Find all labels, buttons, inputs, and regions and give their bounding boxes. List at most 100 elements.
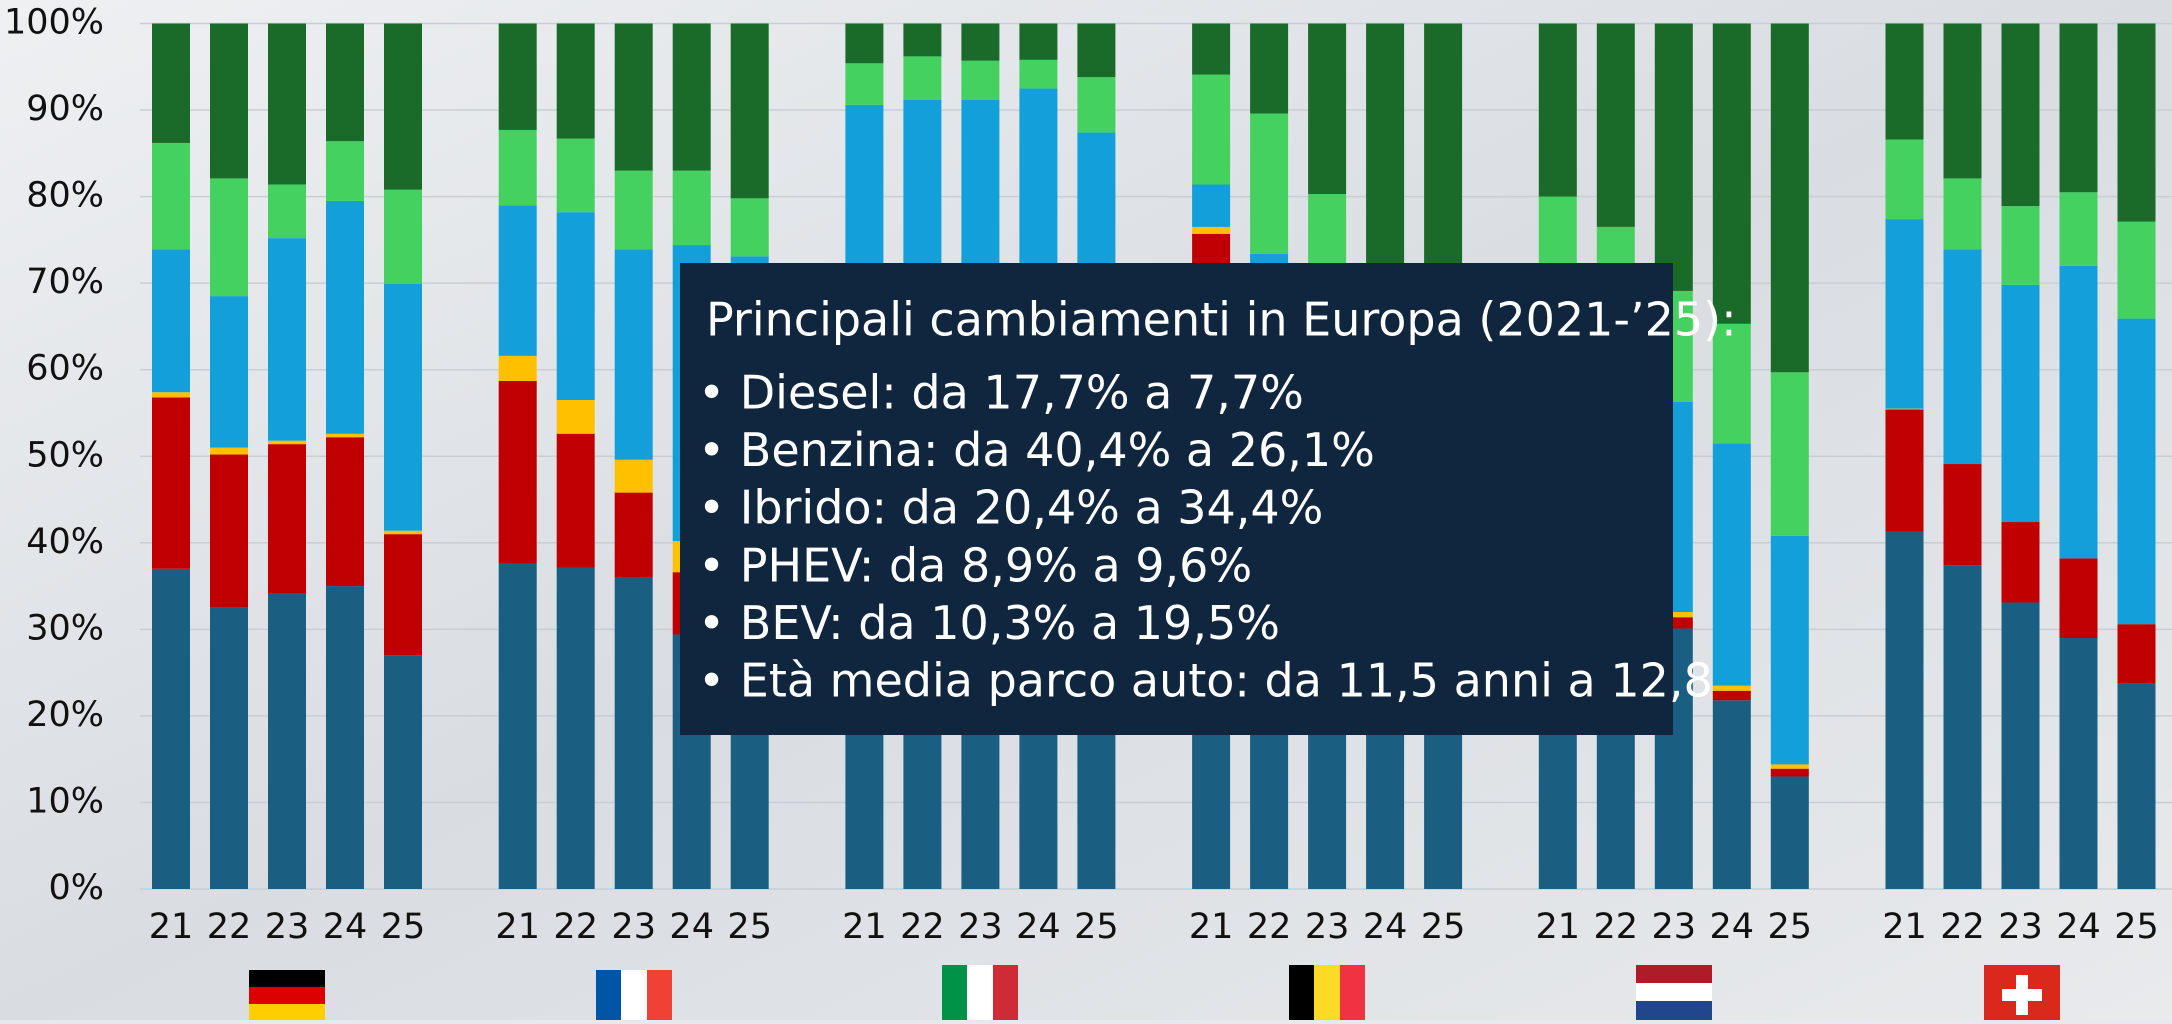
bar-segment xyxy=(1885,23,1924,140)
bar-segment xyxy=(1943,249,1982,465)
bar-segment xyxy=(1770,764,1809,769)
bar-segment xyxy=(556,567,595,889)
y-tick-label: 60% xyxy=(26,349,104,389)
bar-segment xyxy=(210,296,248,448)
flags xyxy=(249,965,2060,1021)
y-tick-label: 70% xyxy=(26,262,104,302)
bar-segment xyxy=(556,212,595,400)
bar-segment xyxy=(2001,522,2040,603)
annotation-title: Principali cambiamenti in Europa (2021-’… xyxy=(706,293,1737,347)
bar-segment xyxy=(845,104,884,284)
x-tick-label: 22 xyxy=(1594,907,1639,947)
x-tick-label: 21 xyxy=(842,907,887,947)
bar-segment xyxy=(152,249,190,393)
bar-segment xyxy=(1943,23,1982,179)
bar-segment xyxy=(268,238,306,441)
x-tick-label: 25 xyxy=(727,907,772,947)
bar-segment xyxy=(210,447,248,455)
bar-segment xyxy=(268,184,306,239)
y-tick-label: 0% xyxy=(48,868,104,908)
bar-segment xyxy=(210,454,248,608)
bar-segment xyxy=(1885,531,1924,889)
x-tick-label: 22 xyxy=(207,907,252,947)
bar-segment xyxy=(614,170,653,250)
bar-segment xyxy=(1712,685,1751,691)
flag-switzerland xyxy=(1984,965,2060,1020)
bar-segment xyxy=(1712,700,1751,889)
bar-segment xyxy=(326,433,364,438)
bar-segment xyxy=(2001,284,2040,523)
x-tick-label: 25 xyxy=(1421,907,1466,947)
x-tick-label: 23 xyxy=(958,907,1003,947)
bar-segment xyxy=(152,392,190,398)
bar-segment xyxy=(2059,558,2098,639)
bars xyxy=(152,23,2156,889)
bar-segment xyxy=(903,23,942,57)
x-tick-label: 21 xyxy=(1536,907,1581,947)
bar-segment xyxy=(1885,409,1924,532)
bar-segment xyxy=(1019,23,1058,60)
bar-segment xyxy=(1192,74,1231,185)
flag-germany xyxy=(249,970,325,1021)
x-tick-label: 24 xyxy=(1710,907,1755,947)
x-tick-label: 22 xyxy=(900,907,945,947)
y-tick-label: 10% xyxy=(26,781,104,821)
bar-segment xyxy=(556,399,595,434)
y-tick-label: 80% xyxy=(26,176,104,216)
bar-segment xyxy=(961,60,1000,100)
x-tick-label: 24 xyxy=(1016,907,1061,947)
annotation-item: • Benzina: da 40,4% a 26,1% xyxy=(698,423,1375,477)
bar-segment xyxy=(152,142,190,250)
bar-segment xyxy=(1770,23,1809,373)
bar-segment xyxy=(556,23,595,139)
flag-belgium xyxy=(1289,965,1365,1020)
annotation-box: Principali cambiamenti in Europa (2021-’… xyxy=(680,263,1737,735)
x-tick-label: 23 xyxy=(611,907,656,947)
bar-segment xyxy=(498,129,537,206)
bar-segment xyxy=(614,23,653,171)
bar-segment xyxy=(730,23,769,199)
bar-segment xyxy=(384,655,422,889)
x-tick-label: 25 xyxy=(381,907,426,947)
bar-segment xyxy=(210,607,248,889)
bar-segment xyxy=(2117,318,2156,625)
x-tick-label: 23 xyxy=(265,907,310,947)
bar-segment xyxy=(1943,464,1982,566)
bar-segment xyxy=(384,284,422,531)
annotation-item: • Età media parco auto: da 11,5 anni a 1… xyxy=(698,654,1713,708)
bar-segment xyxy=(1885,219,1924,409)
bar-segment xyxy=(1712,690,1751,701)
bar-segment xyxy=(1424,23,1463,284)
bar-segment xyxy=(1770,768,1809,777)
flag-netherlands xyxy=(1636,965,1712,1020)
bar-segment xyxy=(556,138,595,213)
bar-segment xyxy=(268,440,306,445)
labels: 0% 10% 20% 30% 40% 50% 60% 70% 80% 90% 100% 21 22 23 2… xyxy=(4,3,2159,948)
bar-segment xyxy=(1885,139,1924,220)
bar-segment xyxy=(1654,617,1693,629)
bar-segment xyxy=(152,23,190,143)
bar-segment xyxy=(903,56,942,100)
bar-segment xyxy=(210,23,248,179)
bar-segment xyxy=(1654,23,1693,291)
bar-segment xyxy=(2059,192,2098,266)
bar-segment xyxy=(384,534,422,656)
x-tick-label: 22 xyxy=(1940,907,1985,947)
bar-segment xyxy=(2001,206,2040,285)
x-tick-label: 25 xyxy=(1074,907,1119,947)
bar-segment xyxy=(672,170,711,246)
bar-segment xyxy=(1770,372,1809,536)
x-tick-label: 21 xyxy=(1882,907,1927,947)
bar-segment xyxy=(1712,323,1751,444)
bar-segment xyxy=(1943,178,1982,250)
bar-segment xyxy=(1019,59,1058,89)
flag-italy xyxy=(942,965,1018,1020)
flag-france xyxy=(596,970,672,1021)
bar-segment xyxy=(268,23,306,185)
bar-segment xyxy=(2117,23,2156,222)
x-tick-label: 22 xyxy=(1247,907,1292,947)
bar-segment xyxy=(498,205,537,356)
bar-segment xyxy=(556,433,595,568)
bar-segment xyxy=(498,380,537,564)
